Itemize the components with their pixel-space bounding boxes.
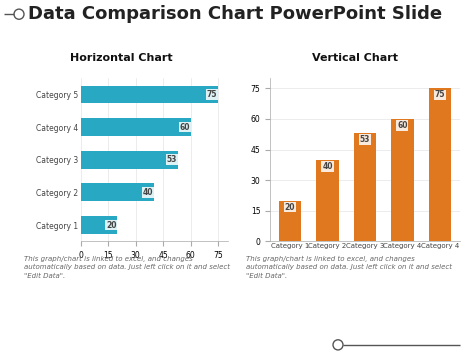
Text: 75: 75 [207,90,218,99]
Text: This graph/chart is linked to excel, and changes
automatically based on data. Ju: This graph/chart is linked to excel, and… [24,256,230,279]
Text: 20: 20 [106,220,117,229]
Text: Vertical Chart: Vertical Chart [312,53,399,63]
Bar [279,201,301,241]
Bar [81,151,178,169]
Bar [81,86,219,103]
Bar [81,216,117,234]
Bar [391,119,414,241]
Text: 60: 60 [397,121,408,130]
Text: 20: 20 [285,203,295,212]
Text: 53: 53 [360,135,370,144]
Text: Horizontal Chart: Horizontal Chart [70,53,172,63]
Text: Data Comparison Chart PowerPoint Slide: Data Comparison Chart PowerPoint Slide [28,5,442,23]
Bar [354,133,376,241]
Text: This graph/chart is linked to excel, and changes
automatically based on data. Ju: This graph/chart is linked to excel, and… [246,256,453,279]
Bar [428,88,451,241]
Text: 40: 40 [322,162,333,171]
Text: 40: 40 [143,188,153,197]
Text: 60: 60 [179,122,190,132]
Text: 53: 53 [167,155,177,164]
Bar [81,184,154,201]
Circle shape [14,9,24,19]
Bar [316,160,339,241]
Bar [81,118,191,136]
Circle shape [333,340,343,350]
Text: 75: 75 [435,90,445,99]
